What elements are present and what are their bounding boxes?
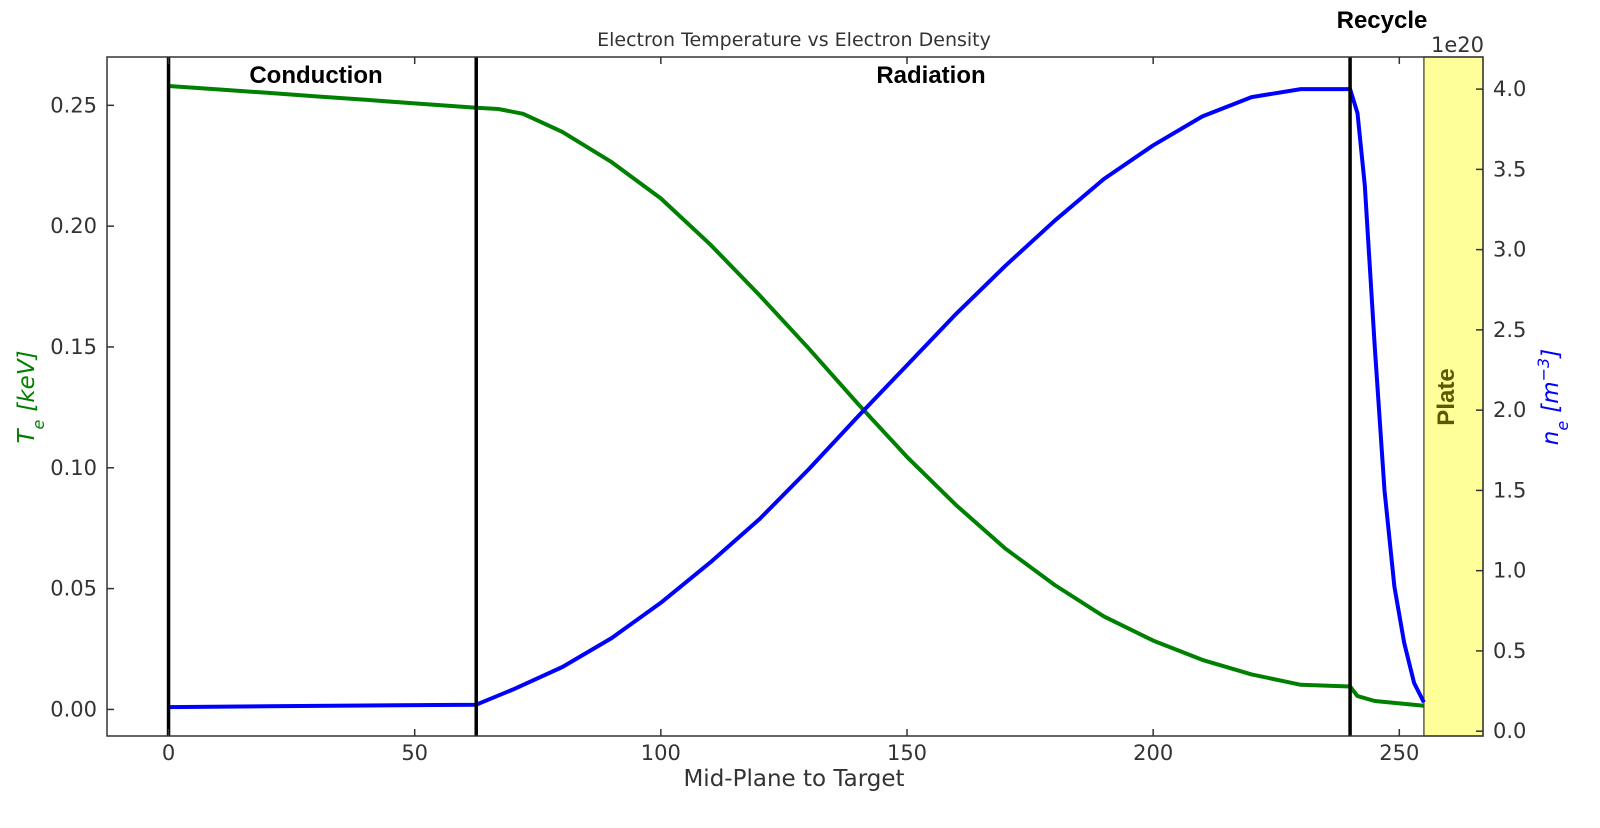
y-left-label-units: [keV]: [14, 350, 40, 411]
y-left-tick-label: 0.20: [50, 214, 97, 238]
region-label-plate: Plate: [1433, 368, 1460, 425]
plot-frame: [106, 56, 1484, 737]
region-label-conduction: Conduction: [249, 62, 382, 89]
y-right-label-base: n: [1538, 431, 1564, 446]
y-right-tick-label: 3.5: [1493, 157, 1526, 181]
x-tick-label: 100: [641, 741, 681, 765]
x-tick-label: 200: [1133, 741, 1173, 765]
y-left-label-sub: e: [29, 419, 48, 429]
region-label-recycle: Recycle: [1337, 7, 1428, 34]
region-label-radiation: Radiation: [876, 62, 985, 89]
y-right-tick-label: 1.0: [1493, 559, 1526, 583]
y-left-axis-label: Te [keV]: [14, 350, 48, 443]
y-right-tick-label: 2.5: [1493, 318, 1526, 342]
x-tick-label: 0: [162, 741, 175, 765]
y-right-axis-ticks: 0.0 0.5 1.0 1.5 2.0 2.5 3.0 3.5 4.0: [1476, 77, 1526, 743]
y-right-label-units-exp: −3: [1534, 358, 1553, 382]
y-right-tick-label: 1.5: [1493, 478, 1526, 502]
y-right-tick-label: 3.0: [1493, 238, 1526, 262]
plate-region: [1423, 56, 1484, 737]
y-left-tick-label: 0.15: [50, 335, 97, 359]
y-right-axis-label: ne [m−3]: [1534, 349, 1572, 445]
y-left-label-base: T: [14, 428, 40, 444]
x-tick-label: 250: [1379, 741, 1419, 765]
x-tick-label: 50: [401, 741, 428, 765]
y-left-tick-label: 0.25: [50, 93, 97, 117]
y-right-tick-label: 2.0: [1493, 398, 1526, 422]
ne-line: [168, 87, 1426, 710]
x-axis-ticks: 0 50 100 150 200 250: [162, 57, 1419, 765]
y-right-label-sub: e: [1553, 421, 1572, 431]
y-right-tick-label: 0.5: [1493, 639, 1526, 663]
y-left-tick-label: 0.05: [50, 577, 97, 601]
y-left-axis-ticks: 0.00 0.05 0.10 0.15 0.20 0.25: [50, 93, 114, 721]
y-right-tick-label: 0.0: [1493, 719, 1526, 743]
y-right-label-units-open: [m: [1538, 381, 1564, 412]
y-left-tick-label: 0.10: [50, 456, 97, 480]
y-right-tick-label: 4.0: [1493, 77, 1526, 101]
chart-title: Electron Temperature vs Electron Density: [597, 29, 991, 51]
y-left-tick-label: 0.00: [50, 697, 97, 721]
x-axis-label: Mid-Plane to Target: [683, 766, 904, 792]
te-line: [168, 84, 1425, 708]
region-dividers: [166, 57, 1352, 736]
y-right-label-units-close: ]: [1538, 349, 1564, 359]
x-tick-label: 150: [887, 741, 927, 765]
y-right-offset-text: 1e20: [1431, 33, 1484, 57]
